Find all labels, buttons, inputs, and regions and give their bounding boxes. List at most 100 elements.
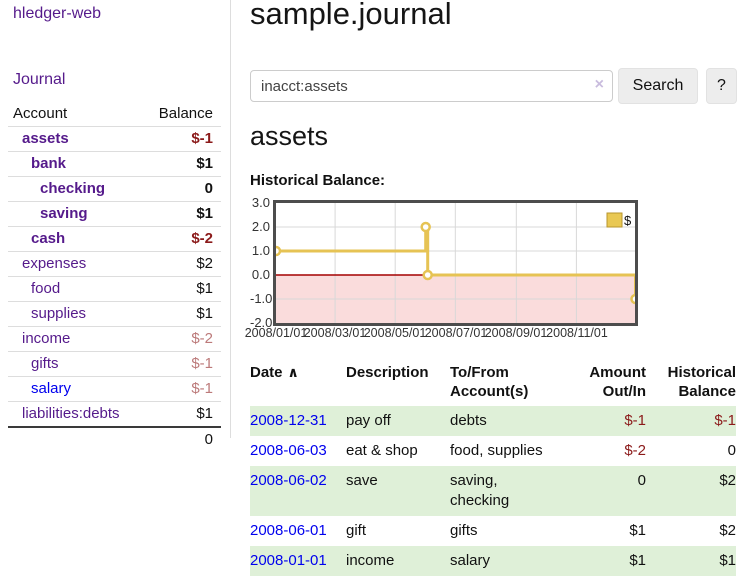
account-balance: $1 xyxy=(196,305,213,322)
balance-column-header: Historical Balance xyxy=(667,364,736,400)
page-title: sample.journal xyxy=(250,0,452,31)
main-content: sample.journal × Search ? assets Histori… xyxy=(245,0,742,582)
y-axis-tick: -2.0 xyxy=(250,315,273,330)
x-axis-tick: 2008/05/01 xyxy=(363,326,427,340)
transaction-description: income xyxy=(346,552,395,569)
account-balance: $1 xyxy=(196,205,213,222)
transaction-balance: 0 xyxy=(727,442,736,459)
date-column-header[interactable]: Date ∧ xyxy=(250,364,299,381)
transaction-description: eat & shop xyxy=(346,442,418,459)
transaction-amount: 0 xyxy=(637,472,646,489)
account-balance: $2 xyxy=(196,255,213,272)
historical-balance-chart: 3.0 2.0 1.0 0.0 -1.0 -2.0 xyxy=(245,195,742,348)
account-heading: assets xyxy=(250,121,329,151)
accounts-column-header: To/From Account(s) xyxy=(450,364,529,400)
transaction-date-link[interactable]: 2008-12-31 xyxy=(250,412,327,429)
transaction-amount: $1 xyxy=(629,552,646,569)
transaction-balance: $2 xyxy=(719,522,736,539)
amount-column-header: Amount Out/In xyxy=(589,364,646,400)
x-axis-tick: 2008/03/01 xyxy=(303,326,367,340)
sidebar-item-journal[interactable]: Journal xyxy=(13,71,66,88)
accounts-total-row: 0 xyxy=(8,427,221,452)
help-button[interactable]: ? xyxy=(706,68,737,104)
transaction-accounts: saving, checking xyxy=(450,472,510,509)
account-link-liabilities-debts[interactable]: liabilities:debts xyxy=(22,405,120,422)
transaction-amount: $-2 xyxy=(624,442,646,459)
y-axis-tick: -1.0 xyxy=(250,291,273,306)
account-row: income $-2 xyxy=(8,326,221,352)
x-axis-tick: 2008/07/01 xyxy=(424,326,488,340)
account-row: assets $-1 xyxy=(8,126,221,152)
account-link-salary[interactable]: salary xyxy=(31,380,72,397)
account-row: food $1 xyxy=(8,276,221,302)
account-balance: $-1 xyxy=(191,380,213,397)
y-axis-tick: 3.0 xyxy=(251,195,270,210)
legend-label: $ xyxy=(624,213,632,228)
register-table: Date ∧ Description To/From Account(s) Amo… xyxy=(250,360,736,576)
chart-title: Historical Balance: xyxy=(250,172,386,189)
transaction-date-link[interactable]: 2008-06-03 xyxy=(250,442,327,459)
transaction-balance: $1 xyxy=(719,552,736,569)
account-balance: $1 xyxy=(196,155,213,172)
transaction-description: save xyxy=(346,472,378,489)
transaction-description: gift xyxy=(346,522,367,539)
account-row: supplies $1 xyxy=(8,301,221,327)
account-link-saving[interactable]: saving xyxy=(40,205,88,222)
sort-ascending-icon: ∧ xyxy=(287,364,299,380)
account-column-header: Account xyxy=(13,105,68,122)
legend-swatch xyxy=(606,212,623,228)
x-axis-tick: 2008/09/01 xyxy=(484,326,548,340)
account-link-income[interactable]: income xyxy=(22,330,71,347)
search-form: × xyxy=(250,70,613,102)
chart-plot-area: $ xyxy=(273,200,638,326)
transaction-balance: $2 xyxy=(719,472,736,489)
account-balance: $-2 xyxy=(191,230,213,247)
account-link-food[interactable]: food xyxy=(31,280,61,297)
chart-border xyxy=(273,200,638,326)
account-row: saving $1 xyxy=(8,201,221,227)
account-link-cash[interactable]: cash xyxy=(31,230,66,247)
transaction-balance: $-1 xyxy=(714,412,736,429)
transaction-row: 2008-06-01 gift gifts $1 $2 xyxy=(250,516,736,546)
x-axis-tick: 2008/11/01 xyxy=(546,326,608,340)
transaction-date-link[interactable]: 2008-01-01 xyxy=(250,552,327,569)
account-balance: $-1 xyxy=(191,355,213,372)
transaction-row: 2008-01-01 income salary $1 $1 xyxy=(250,546,736,576)
search-input[interactable] xyxy=(250,70,613,102)
account-balance: 0 xyxy=(204,180,213,197)
accounts-table: Account Balance assets $-1 bank $1 check… xyxy=(8,102,221,452)
account-link-gifts[interactable]: gifts xyxy=(31,355,59,372)
account-row: salary $-1 xyxy=(8,376,221,402)
sidebar: hledger-web Journal Account Balance asse… xyxy=(0,0,231,448)
account-balance: $-1 xyxy=(191,130,213,147)
transaction-amount: $1 xyxy=(629,522,646,539)
search-button[interactable]: Search xyxy=(618,68,698,104)
x-axis-tick: 2008/01/01 xyxy=(244,326,308,340)
account-row: cash $-2 xyxy=(8,226,221,252)
y-axis-tick: 2.0 xyxy=(251,219,270,234)
account-link-expenses[interactable]: expenses xyxy=(22,255,87,272)
account-row: gifts $-1 xyxy=(8,351,221,377)
transaction-date-link[interactable]: 2008-06-01 xyxy=(250,522,327,539)
account-balance: $1 xyxy=(196,405,213,422)
y-axis-tick: 0.0 xyxy=(251,267,270,282)
app-title-link[interactable]: hledger-web xyxy=(13,5,102,22)
transaction-accounts: salary xyxy=(450,552,491,569)
account-link-bank[interactable]: bank xyxy=(31,155,67,172)
transaction-amount: $-1 xyxy=(624,412,646,429)
transaction-row: 2008-06-02 save saving, checking 0 $2 xyxy=(250,466,736,516)
clear-search-icon[interactable]: × xyxy=(594,76,604,93)
balance-column-header: Balance xyxy=(158,105,213,122)
account-row: checking 0 xyxy=(8,176,221,202)
accounts-table-header: Account Balance xyxy=(8,102,221,127)
register-header-row: Date ∧ Description To/From Account(s) Amo… xyxy=(250,360,736,406)
account-balance: $1 xyxy=(196,280,213,297)
transaction-accounts: debts xyxy=(450,412,487,429)
chart-legend: $ xyxy=(606,212,632,228)
transaction-date-link[interactable]: 2008-06-02 xyxy=(250,472,327,489)
account-row: expenses $2 xyxy=(8,251,221,277)
account-link-assets[interactable]: assets xyxy=(22,130,69,147)
account-link-checking[interactable]: checking xyxy=(40,180,106,197)
account-link-supplies[interactable]: supplies xyxy=(31,305,87,322)
